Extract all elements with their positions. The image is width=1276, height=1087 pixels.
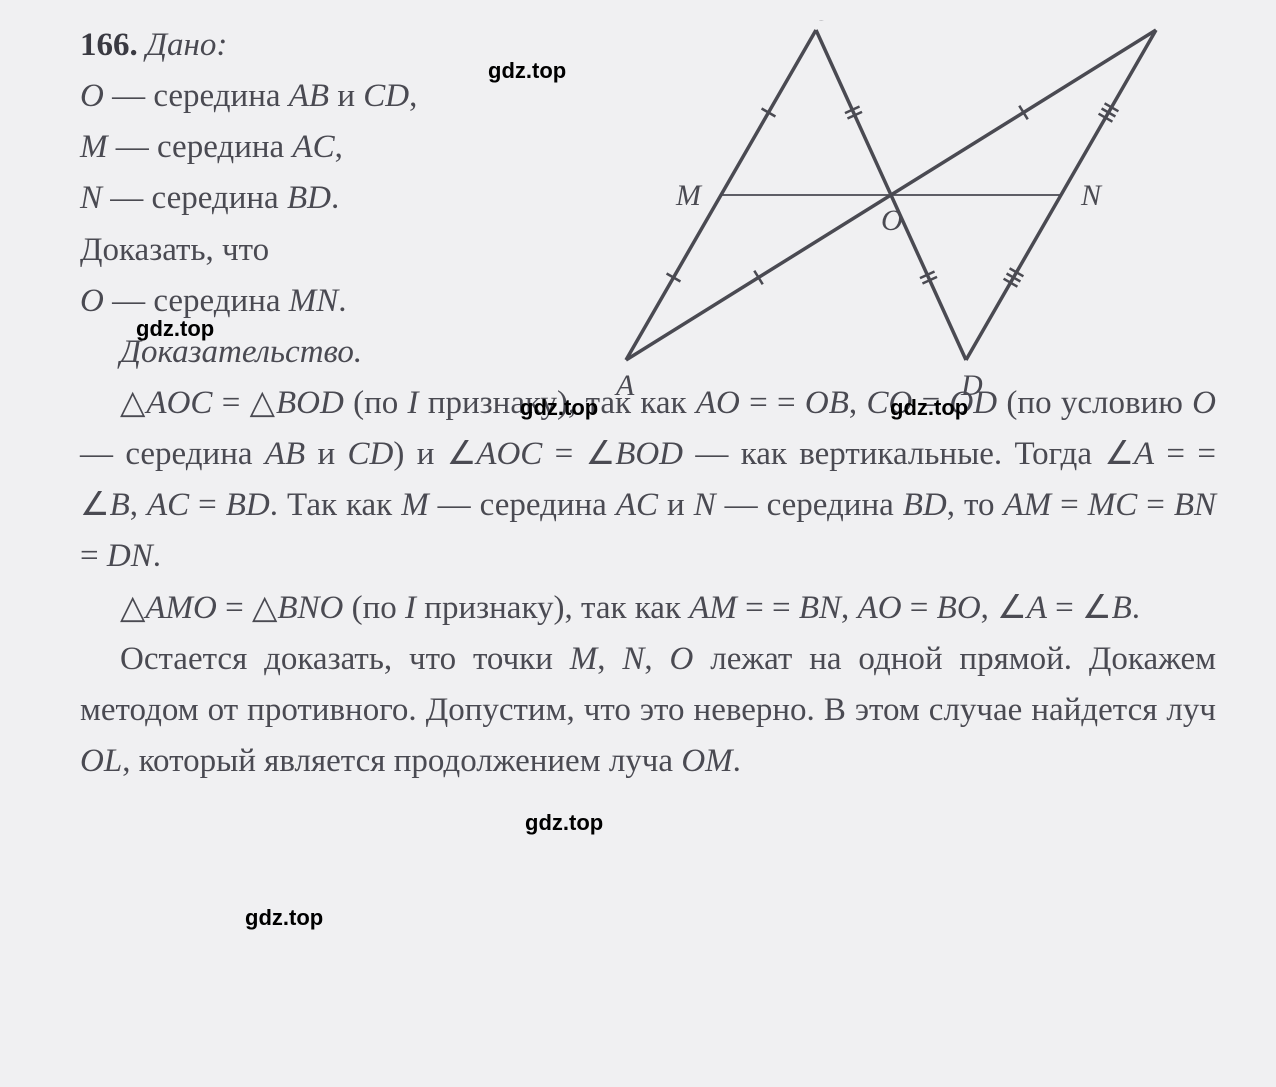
watermark-6: gdz.top: [245, 905, 323, 931]
proof-para-3: Остается доказать, что точки M, N, O леж…: [80, 634, 1216, 787]
svg-text:A: A: [614, 369, 635, 400]
geometry-figure: ABCDMNO: [566, 20, 1186, 400]
proof-para-2: △AMO = △BNO (по I признаку), так как AM …: [80, 583, 1216, 634]
problem-number: 166.: [80, 27, 138, 63]
watermark-4: gdz.top: [890, 395, 968, 421]
svg-text:M: M: [675, 179, 703, 212]
given-line-2: M — середина AC,: [80, 122, 600, 173]
svg-text:B: B: [1151, 20, 1169, 27]
given-line-4: Доказать, что: [80, 225, 600, 276]
watermark-1: gdz.top: [488, 58, 566, 84]
watermark-3: gdz.top: [520, 395, 598, 421]
geo-group: ABCDMNO: [614, 20, 1169, 400]
content: 166. Дано: O — середина AB и CD, M — сер…: [80, 20, 1216, 787]
proof-para-1: △AOC = △BOD (по I признаку), так как AO …: [80, 378, 1216, 583]
svg-text:C: C: [811, 20, 832, 27]
svg-text:N: N: [1080, 179, 1103, 212]
given-line-3: N — середина BD.: [80, 173, 600, 224]
given-label: Дано:: [146, 27, 227, 63]
svg-text:O: O: [881, 204, 903, 237]
watermark-2: gdz.top: [136, 316, 214, 342]
figure-svg: ABCDMNO: [566, 20, 1186, 400]
page: 166. Дано: O — середина AB и CD, M — сер…: [0, 0, 1276, 1087]
watermark-5: gdz.top: [525, 810, 603, 836]
